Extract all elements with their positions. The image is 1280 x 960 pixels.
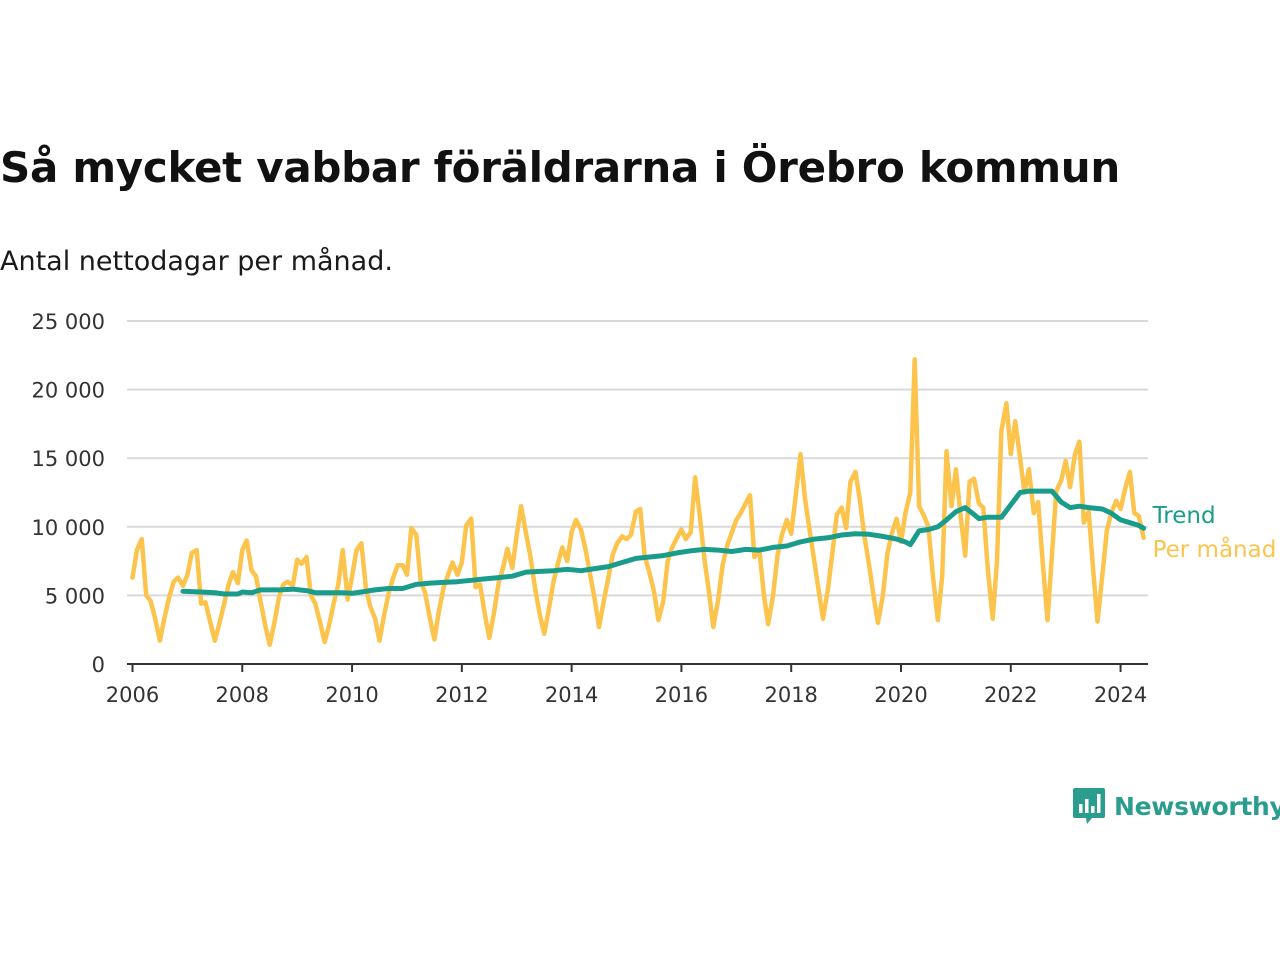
series-line-trend [180,488,1147,597]
x-tick-label: 2020 [874,683,927,707]
x-tick-label: 2012 [435,683,488,707]
y-tick-label: 10 000 [32,516,105,540]
brand-logo: Newsworthy [1072,786,1280,826]
y-tick-label: 0 [92,653,105,677]
y-tick-label: 20 000 [32,379,105,403]
chart-title: Så mycket vabbar föräldrarna i Örebro ko… [0,143,1121,192]
series-line-per-manad [130,357,1146,648]
chart-speech-bubble-icon [1073,788,1105,824]
x-tick-label: 2022 [984,683,1037,707]
series-lines [130,357,1147,648]
series-label-trend: Trend [1152,503,1216,529]
x-tick-label: 2016 [655,683,708,707]
x-tick-label: 2018 [764,683,817,707]
y-axis: 0 5 000 10 000 15 000 20 000 25 000 [32,310,105,677]
chart-subtitle: Antal nettodagar per månad. [0,246,393,277]
brand-name: Newsworthy [1114,791,1280,821]
series-labels: Per månad Trend [1152,503,1277,563]
y-tick-label: 5 000 [45,584,105,608]
x-axis: 2006 2008 2010 2012 2014 2016 2018 2020 2022 2024 [106,663,1148,707]
x-tick-label: 2024 [1094,683,1147,707]
y-grid-lines [127,320,1148,597]
y-tick-label: 15 000 [32,447,105,471]
y-tick-label: 25 000 [32,310,105,334]
x-tick-label: 2010 [325,683,378,707]
x-tick-label: 2006 [106,683,159,707]
series-label-per-manad: Per månad [1153,535,1277,563]
x-tick-label: 2014 [545,683,598,707]
x-tick-label: 2008 [216,683,269,707]
